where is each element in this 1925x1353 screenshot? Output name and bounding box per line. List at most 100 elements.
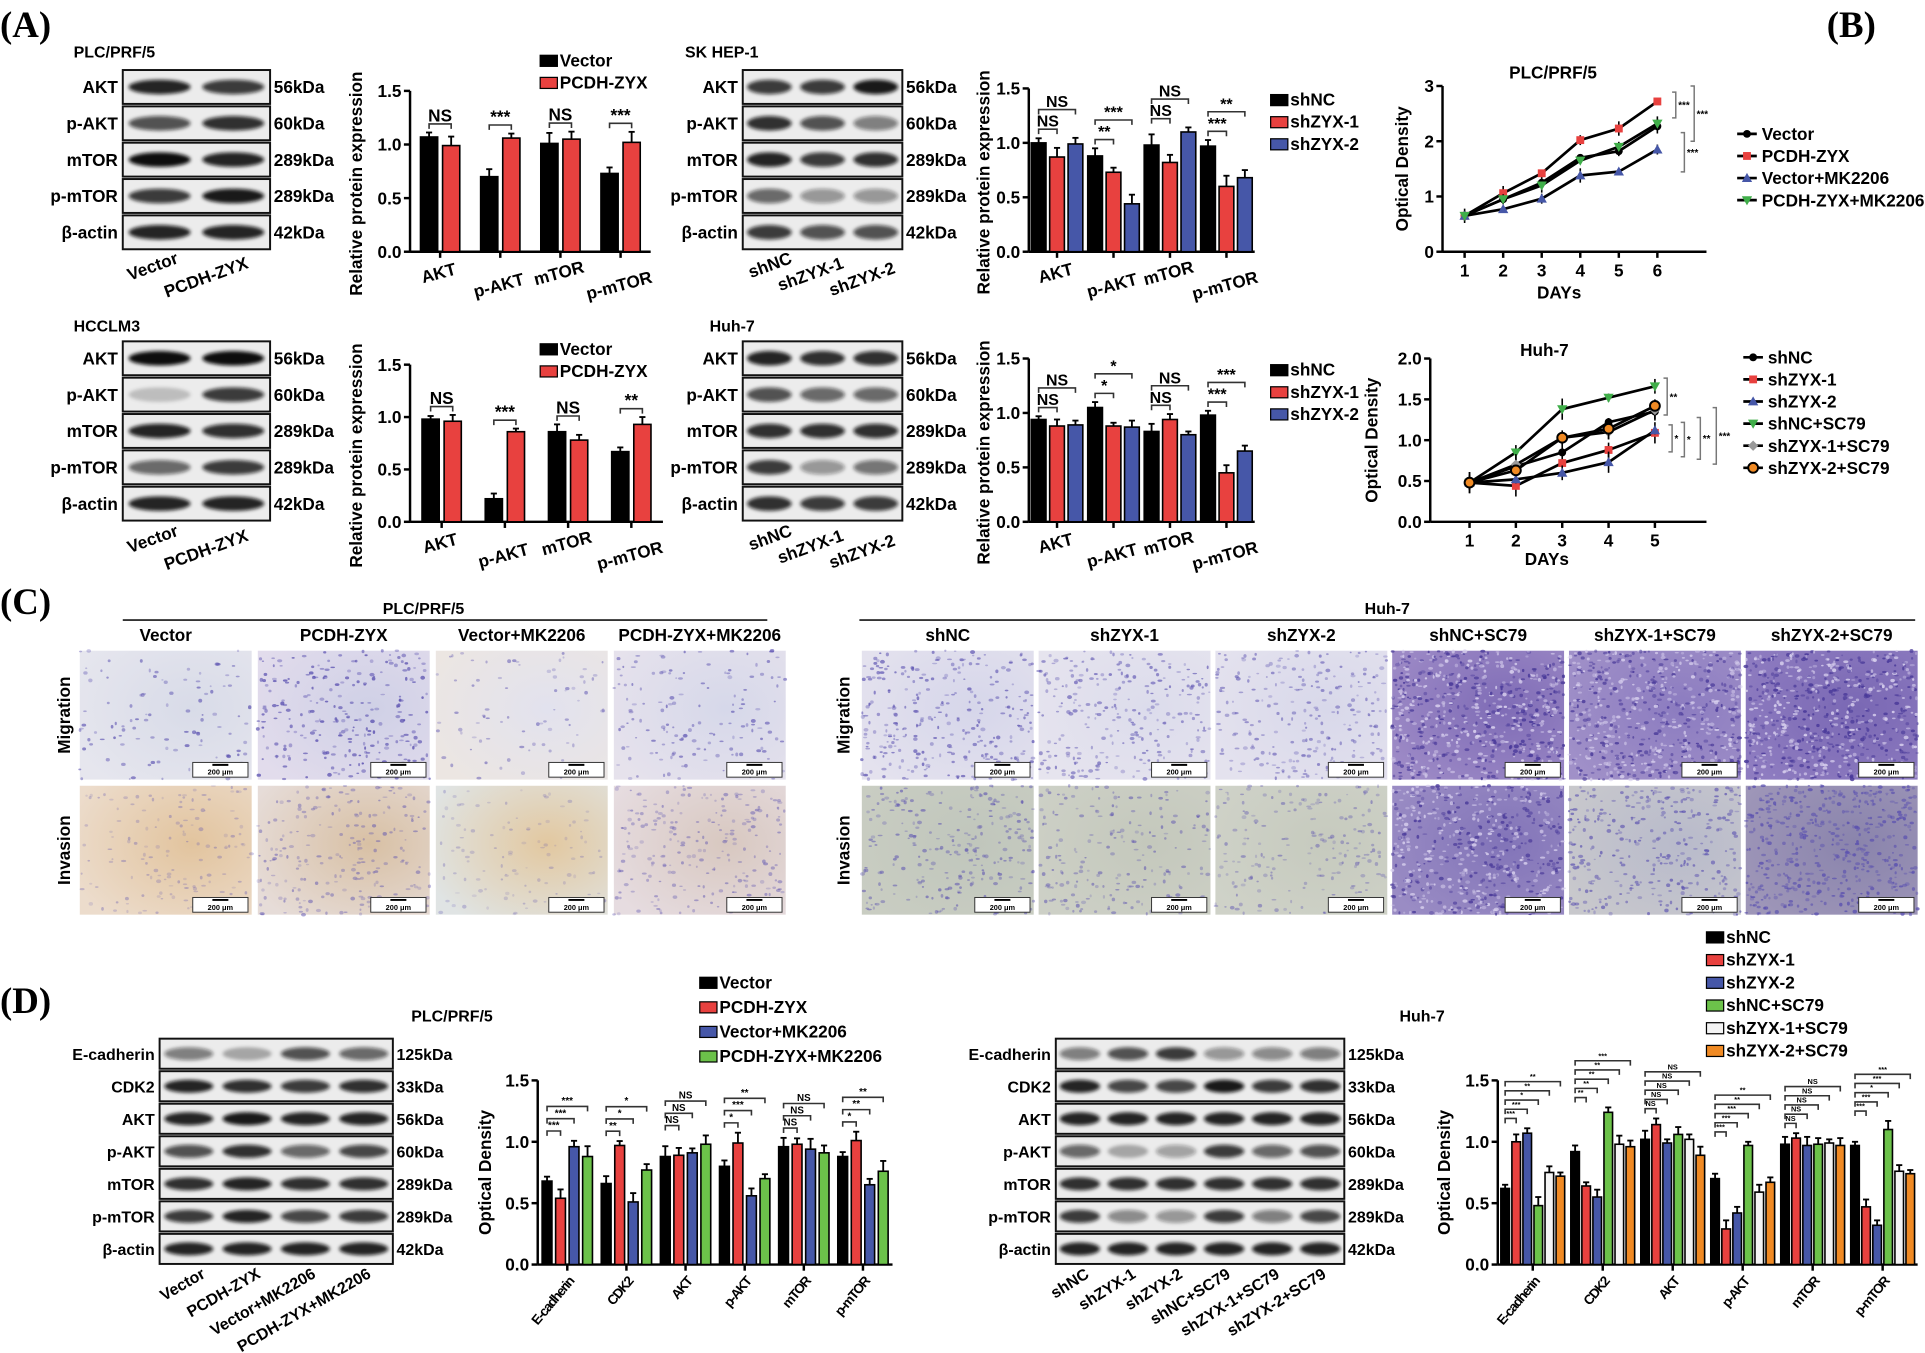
stained-cell (163, 878, 167, 881)
stained-cell (1616, 770, 1620, 774)
stained-cell (1215, 673, 1220, 676)
stained-cell (1818, 738, 1823, 743)
stained-cell (301, 654, 307, 658)
stained-cell (1701, 706, 1706, 709)
stained-cell (1589, 746, 1595, 749)
blot-row: mTOR 289kDa (687, 141, 967, 178)
stained-cell (1426, 713, 1430, 717)
stained-cell (703, 748, 707, 751)
stained-cell (305, 796, 310, 800)
kda-label: 289kDa (397, 1177, 453, 1194)
stained-cell (165, 849, 170, 853)
stained-cell (1403, 692, 1408, 695)
stained-cell (1681, 657, 1685, 659)
stained-cell (1409, 651, 1414, 653)
stained-cell (1257, 720, 1262, 723)
stained-cell (1517, 669, 1521, 673)
stained-cell (1425, 699, 1430, 702)
stained-cell (750, 811, 756, 815)
stained-cell (1188, 753, 1193, 758)
stained-cell (1454, 724, 1460, 728)
stained-cell (1623, 764, 1627, 767)
stained-cell (569, 846, 573, 849)
stained-cell (892, 884, 898, 887)
stained-cell (226, 754, 232, 759)
stained-cell (1150, 705, 1155, 709)
stained-cell (1491, 749, 1495, 753)
stained-cell (380, 693, 385, 696)
stained-cell (1583, 774, 1588, 776)
stained-cell (865, 907, 869, 910)
stained-cell (360, 861, 366, 863)
stained-cell (749, 675, 755, 678)
stained-cell (1629, 654, 1632, 657)
stained-cell (111, 858, 114, 861)
stained-cell (742, 847, 746, 851)
stained-cell (923, 768, 927, 771)
stained-cell (1265, 664, 1270, 668)
stained-cell (1660, 683, 1664, 688)
stained-cell (422, 827, 426, 830)
stained-cell (1561, 693, 1565, 697)
stained-cell (777, 806, 780, 810)
stained-cell (1137, 736, 1142, 738)
stained-cell (875, 814, 881, 818)
stained-cell (1654, 651, 1659, 655)
stained-cell (1447, 721, 1452, 725)
stained-cell (1709, 758, 1715, 763)
stained-cell (559, 805, 565, 808)
stained-cell (866, 794, 871, 798)
stained-cell (1757, 674, 1762, 676)
stained-cell (206, 873, 212, 877)
stained-cell (361, 825, 366, 828)
stained-cell (507, 821, 511, 824)
stained-cell (1657, 749, 1661, 754)
stained-cell (1003, 859, 1007, 862)
stained-cell (1811, 755, 1814, 760)
stained-cell (1356, 710, 1361, 713)
stained-cell (364, 654, 368, 657)
stained-cell (1097, 815, 1103, 818)
stained-cell (160, 897, 164, 900)
stained-cell (1678, 742, 1683, 744)
stained-cell (258, 854, 261, 857)
stained-cell (1643, 650, 1647, 654)
stained-cell (82, 843, 87, 847)
stained-cell (682, 671, 686, 675)
stained-cell (154, 670, 159, 674)
stained-cell (1589, 734, 1593, 737)
stained-cell (1196, 738, 1200, 742)
stained-cell (1761, 752, 1766, 755)
stained-cell (1822, 766, 1828, 770)
stained-cell (1569, 719, 1575, 722)
protein-band (853, 351, 899, 366)
stained-cell (217, 855, 222, 859)
stained-cell (1530, 674, 1536, 677)
stained-cell (751, 729, 754, 733)
stained-cell (372, 813, 378, 817)
stained-cell (425, 753, 429, 758)
stained-cell (901, 866, 906, 871)
stained-cell (1651, 658, 1656, 661)
stained-cell (1142, 878, 1147, 881)
stained-cell (1225, 700, 1229, 705)
stained-cell (1822, 697, 1825, 701)
stained-cell (417, 723, 422, 726)
stained-cell (484, 761, 488, 765)
stained-cell (358, 857, 364, 860)
stained-cell (954, 882, 960, 886)
stained-cell (1483, 730, 1487, 734)
stained-cell (983, 756, 985, 760)
stained-cell (1839, 748, 1845, 750)
protein-band (1203, 1177, 1245, 1191)
stained-cell (1191, 716, 1196, 721)
stained-cell (1885, 655, 1890, 659)
stained-cell (1555, 746, 1559, 749)
stained-cell (256, 773, 262, 777)
stained-cell (946, 876, 949, 880)
stained-cell (1572, 737, 1575, 741)
protein-band (128, 188, 191, 204)
stained-cell (777, 880, 783, 884)
stained-cell (1553, 750, 1557, 754)
stained-cell (155, 911, 159, 914)
